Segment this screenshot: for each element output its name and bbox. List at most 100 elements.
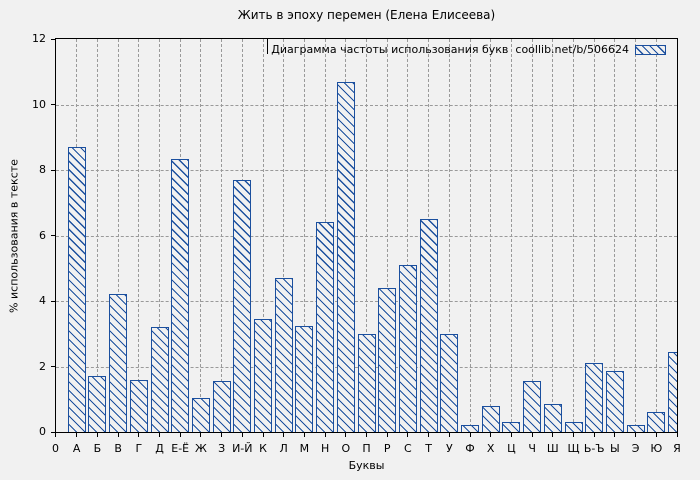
x-tick-label-Х: Х xyxy=(486,442,495,455)
x-tick-label-Ш: Ш xyxy=(546,442,559,455)
v-gridline-Г xyxy=(138,39,140,432)
x-tick-label-Ц: Ц xyxy=(507,442,516,455)
v-gridline-Ж xyxy=(200,39,202,432)
x-tick-label-Э: Э xyxy=(631,442,640,455)
v-gridline-П xyxy=(366,39,367,432)
y-tick-label-0: 0 xyxy=(39,425,46,438)
v-gridline-Х xyxy=(490,39,492,432)
v-gridline-Щ xyxy=(573,39,574,432)
x-tick-label-Г: Г xyxy=(135,442,143,455)
bar-Ш xyxy=(543,404,562,432)
x-tick-label-З: З xyxy=(218,442,226,455)
bar-Ц xyxy=(502,422,521,432)
bar-Т xyxy=(419,219,438,432)
v-gridline-В xyxy=(117,39,119,432)
v-gridline-Д xyxy=(159,39,160,432)
y-tick-label-2: 2 xyxy=(39,359,46,373)
x-tick-С xyxy=(407,433,409,437)
x-tick-Л xyxy=(283,433,285,437)
x-tick-Э xyxy=(635,433,637,437)
x-tick-Б xyxy=(96,433,98,437)
x-tick-origin xyxy=(55,433,56,437)
bar-Ы xyxy=(605,371,624,432)
x-tick-О xyxy=(345,433,347,437)
x-tick-label-А: А xyxy=(72,442,81,455)
x-tick-label-Р: Р xyxy=(383,442,391,455)
v-gridline-Ь-Ъ xyxy=(593,39,595,432)
x-tick-Р xyxy=(386,433,388,437)
bar-Ж xyxy=(191,397,210,432)
legend: Диаграмма частоты использования букв coo… xyxy=(271,43,666,56)
x-tick-П xyxy=(366,433,367,437)
bar-Я xyxy=(668,351,677,432)
v-gridline-Э xyxy=(635,39,637,432)
v-gridline-С xyxy=(407,39,409,432)
x-tick-Н xyxy=(324,433,326,437)
x-tick-label-Е-Ё: Е-Ё xyxy=(171,442,190,455)
x-tick-Г xyxy=(138,433,140,437)
v-gridline-Р xyxy=(386,39,388,432)
v-gridline-Ф xyxy=(469,39,471,432)
x-tick-З xyxy=(221,433,223,437)
bar-С xyxy=(398,264,417,432)
x-tick-Ш xyxy=(552,433,554,437)
x-tick-Т xyxy=(428,433,430,437)
x-tick-Ы xyxy=(614,433,616,437)
x-tick-label-Ь-Ъ: Ь-Ъ xyxy=(583,442,605,455)
x-tick-label-К: К xyxy=(259,442,267,455)
y-tick-label-12: 12 xyxy=(32,32,46,45)
legend-hatch-swatch-icon xyxy=(635,44,666,55)
x-tick-label-У: У xyxy=(445,442,453,455)
bar-И-Й xyxy=(233,179,252,432)
v-gridline-Ч xyxy=(531,39,533,432)
bar-О xyxy=(336,81,355,432)
bar-У xyxy=(440,333,459,432)
v-gridline-Я xyxy=(676,39,677,432)
bar-М xyxy=(295,325,314,432)
v-gridline-З xyxy=(221,39,223,432)
y-tick-6 xyxy=(51,235,55,236)
x-tick-Е-Ё xyxy=(179,433,181,437)
v-gridline-К xyxy=(262,39,264,432)
x-tick-label-Ы: Ы xyxy=(610,442,620,455)
x-tick-М xyxy=(303,433,305,437)
x-tick-label-Ф: Ф xyxy=(465,442,475,455)
x-tick-label-Ю: Ю xyxy=(650,442,663,455)
x-axis-title: Буквы xyxy=(348,459,385,472)
x-tick-Щ xyxy=(573,433,574,437)
x-tick-Ч xyxy=(531,433,533,437)
x-tick-label-И-Й: И-Й xyxy=(232,442,253,455)
bar-Э xyxy=(626,425,645,432)
x-tick-Ф xyxy=(469,433,471,437)
x-tick-label-Щ: Щ xyxy=(567,442,580,455)
v-gridline-Ы xyxy=(614,39,616,432)
y-tick-label-6: 6 xyxy=(39,228,46,242)
bar-А xyxy=(67,147,86,432)
v-gridline-Л xyxy=(283,39,285,432)
x-tick-В xyxy=(117,433,119,437)
bar-Б xyxy=(88,376,107,432)
x-tick-Д xyxy=(159,433,160,437)
x-tick-Ж xyxy=(200,433,202,437)
y-tick-4 xyxy=(51,300,55,302)
v-gridline-У xyxy=(448,39,450,432)
x-tick-А xyxy=(76,433,78,437)
x-tick-label-С: С xyxy=(404,442,412,455)
bar-В xyxy=(109,294,128,432)
x-tick-label-Б: Б xyxy=(93,442,102,455)
v-gridline-М xyxy=(303,39,305,432)
v-gridline-Ю xyxy=(655,39,657,432)
bar-З xyxy=(212,381,231,432)
chart-title: Жить в эпоху перемен (Елена Елисеева) xyxy=(237,8,496,22)
x-tick-Ь-Ъ xyxy=(593,433,595,437)
x-tick-label-origin: 0 xyxy=(52,442,59,455)
x-tick-label-Т: Т xyxy=(425,442,432,455)
y-tick-label-8: 8 xyxy=(39,163,46,176)
bar-К xyxy=(254,319,272,432)
y-tick-0 xyxy=(51,431,55,433)
x-tick-label-Л: Л xyxy=(279,442,288,455)
bar-Н xyxy=(316,222,335,432)
x-tick-label-Д: Д xyxy=(155,442,164,455)
x-tick-label-В: В xyxy=(114,442,122,455)
